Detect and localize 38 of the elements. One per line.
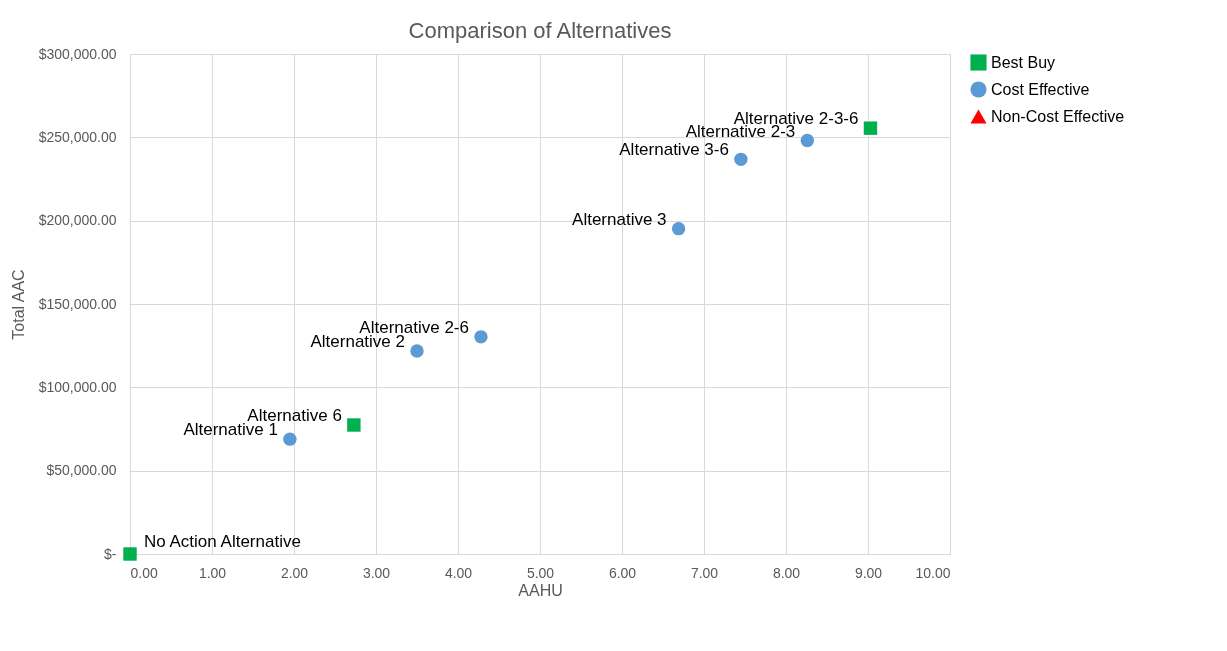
legend-label: Non-Cost Effective xyxy=(991,107,1125,125)
legend-label: Cost Effective xyxy=(991,80,1090,98)
y-tick-label: $- xyxy=(104,545,117,562)
y-tick-label: $250,000.00 xyxy=(38,128,117,145)
annotation: No Action Alternative xyxy=(144,532,301,551)
point xyxy=(410,344,424,358)
y-tick-label: $100,000.00 xyxy=(38,378,117,395)
point xyxy=(863,121,878,135)
annotation: Alternative 3-6 xyxy=(619,140,729,160)
annotation: Alternative 3 xyxy=(572,209,667,229)
y-tick-label: $200,000.00 xyxy=(38,212,117,229)
x-tick-label: 5.00 xyxy=(526,564,555,581)
point xyxy=(347,418,361,432)
x-tick-label: 3.00 xyxy=(362,564,391,581)
x-tick-label: 2.00 xyxy=(280,564,309,581)
point xyxy=(283,432,297,446)
point xyxy=(671,221,686,236)
x-tick-label: 6.00 xyxy=(608,564,637,581)
x-tick-label: 4.00 xyxy=(444,564,473,581)
annotation: Alternative 2 xyxy=(310,332,405,351)
x-tick-label: 7.00 xyxy=(690,564,719,581)
x-axis-title: AAHU xyxy=(518,581,563,599)
y-axis-title: Total AAC xyxy=(9,269,27,340)
legend-label: Best Buy xyxy=(991,53,1056,71)
x-tick-label: 10.00 xyxy=(915,564,951,581)
x-tick-label: 1.00 xyxy=(198,564,227,581)
point xyxy=(734,152,748,167)
point xyxy=(123,547,137,561)
x-tick-label: 0.00 xyxy=(130,564,158,581)
y-tick-label: $300,000.00 xyxy=(38,45,117,62)
x-tick-label: 8.00 xyxy=(772,564,801,581)
point xyxy=(474,330,488,344)
x-tick-label: 9.00 xyxy=(854,564,883,581)
y-tick-label: $50,000.00 xyxy=(46,462,117,479)
chart-title: Comparison of Alternatives xyxy=(408,18,672,43)
y-tick-label: $150,000.00 xyxy=(38,295,117,312)
annotation: Alternative 1 xyxy=(183,420,278,440)
point xyxy=(800,133,815,148)
